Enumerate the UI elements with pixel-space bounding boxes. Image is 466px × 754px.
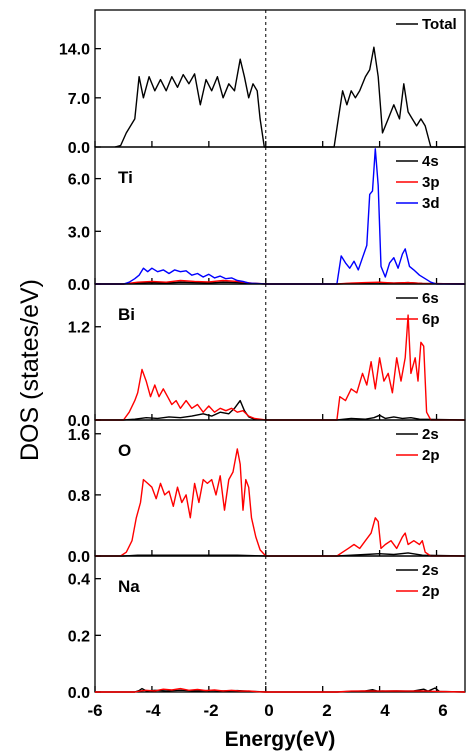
panel-label: O	[118, 441, 131, 460]
series-line-6p	[95, 314, 465, 421]
legend-label: 2p	[422, 583, 440, 600]
y-axis-label: DOS (states/eV)	[16, 279, 44, 461]
y-tick-label: 0.8	[68, 488, 90, 505]
series-line-total	[114, 46, 465, 148]
y-tick-label: 0.0	[68, 140, 90, 157]
x-tick-label: -4	[145, 701, 161, 720]
series-line-6s	[95, 399, 466, 421]
x-tick-label: -6	[87, 701, 102, 720]
x-tick-label: 2	[322, 701, 331, 720]
x-tick-label: -2	[203, 701, 218, 720]
y-tick-label: 1.2	[68, 320, 90, 337]
y-tick-label: 1.6	[68, 427, 90, 444]
panel-frame	[94, 555, 466, 693]
panel-na: 0.0 0.2 0.4 2s 2p Na	[68, 555, 466, 702]
panel-total: 0.0 7.0 14.0 Total	[59, 9, 466, 157]
legend-label: 2p	[422, 447, 440, 464]
legend-label: 2s	[422, 426, 439, 443]
y-tick-label: 0.4	[68, 572, 90, 589]
legend-label: 6s	[422, 290, 439, 307]
y-tick-label: 0.0	[68, 549, 90, 566]
series-line-2p	[95, 448, 465, 557]
panel-o: 0.0 0.8 1.6 2s 2p O	[68, 419, 466, 566]
y-tick-label: 14.0	[59, 42, 90, 59]
y-tick-label: 3.0	[68, 224, 90, 241]
y-tick-label: 0.0	[68, 685, 90, 702]
panel-label: Ti	[118, 168, 133, 187]
series-line-2p	[95, 687, 466, 693]
panel-frame	[94, 419, 466, 557]
x-tick-label: 6	[438, 701, 447, 720]
legend-label: 6p	[422, 311, 440, 328]
legend-label: Total	[422, 16, 457, 33]
panel-label: Na	[118, 577, 140, 596]
x-tick-labels: -6 -4 -2 0 2 4 6	[87, 701, 447, 720]
x-axis-label: Energy(eV)	[225, 728, 336, 751]
legend-label: 3p	[422, 174, 440, 191]
panels: 0.0 7.0 14.0 Total 0.0 3.0 6.0 4s 3p 3d Ti 0.0 1.2 6s…	[59, 9, 466, 702]
y-tick-label: 0.0	[68, 277, 90, 294]
x-tick-label: 4	[380, 701, 390, 720]
panel-ti: 0.0 3.0 6.0 4s 3p 3d Ti	[68, 146, 466, 294]
y-tick-label: 6.0	[68, 172, 90, 189]
panel-bi: 0.0 1.2 6s 6p Bi	[68, 283, 466, 430]
series-line-3d	[95, 148, 465, 285]
panel-label: Bi	[118, 305, 135, 324]
panel-frame	[94, 146, 466, 285]
y-tick-label: 0.0	[68, 413, 90, 430]
x-tick-label: 0	[264, 701, 273, 720]
legend-label: 2s	[422, 562, 439, 579]
y-tick-label: 7.0	[68, 91, 90, 108]
legend-label: 3d	[422, 195, 440, 212]
legend-label: 4s	[422, 153, 439, 170]
y-tick-label: 0.2	[68, 628, 90, 645]
